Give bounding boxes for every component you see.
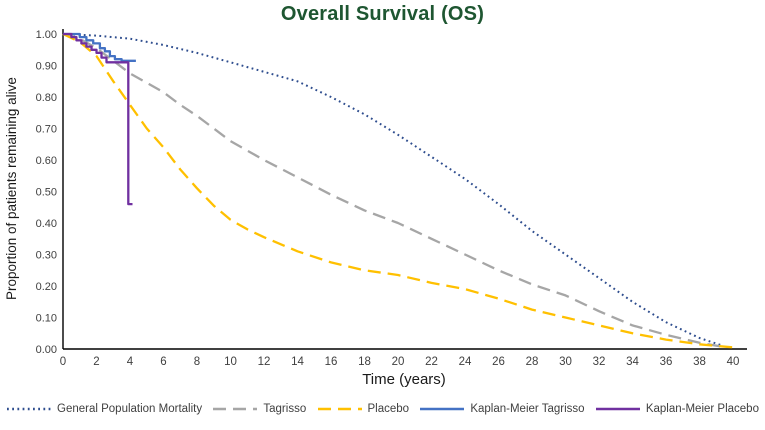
series-tagrisso [62,32,722,348]
series-kaplan-meier-placebo [63,32,133,206]
x-tick-label: 36 [660,356,673,368]
x-tick-label: 6 [160,356,166,368]
x-tick-label: 14 [291,356,304,368]
x-tick-label: 18 [358,356,371,368]
x-tick-label: 38 [693,356,706,368]
x-tick-label: 28 [526,356,539,368]
x-tick-label: 20 [392,356,405,368]
x-tick-label: 24 [459,356,472,368]
chart-title: Overall Survival (OS) [280,3,485,25]
legend-marker-line [595,407,640,411]
y-tick-label: 1.00 [36,29,57,41]
legend-marker-line [7,407,51,411]
legend-label: Tagrisso [263,403,307,415]
y-tick-label: 0.70 [36,124,57,136]
x-tick-label: 8 [194,356,200,368]
legend-item-placebo: Placebo [317,403,410,415]
x-tick-label: 40 [727,356,740,368]
legend-label: General Population Mortality [57,403,203,415]
x-tick-label: 10 [224,356,237,368]
legend-marker-line [213,407,258,411]
x-tick-label: 4 [127,356,134,368]
x-tick-label: 26 [492,356,505,368]
legend-label: Placebo [367,403,410,415]
y-tick-label: 0.10 [36,313,57,325]
y-tick-label: 0.50 [36,187,57,199]
x-tick-label: 32 [593,356,606,368]
y-tick-label: 0.40 [36,218,57,230]
y-tick-label: 0.90 [36,61,57,73]
legend-item-tagrisso: Tagrisso [212,403,306,415]
x-tick-label: 16 [325,356,338,368]
y-tick-label: 0.30 [36,250,57,262]
series-kaplan-meier-tagrisso [63,32,136,62]
x-axis-title: Time (years) [362,371,446,388]
legend-item-kaplan-meier-tagrisso: Kaplan-Meier Tagrisso [419,403,585,415]
plot-area: 0.00 0.10 0.20 0.30 0.40 0.50 0.60 0.70 0.80 0.90… [36,29,747,368]
x-tick-label: 12 [258,356,271,368]
x-tick-label: 0 [60,356,66,368]
x-tick-label: 34 [626,356,639,368]
series-general-population-mortality [62,33,722,347]
legend-label: Kaplan-Meier Tagrisso [470,403,585,415]
legend-label: Kaplan-Meier Placebo [645,403,759,415]
x-tick-label: 22 [425,356,438,368]
legend-marker-line [317,407,362,411]
legend-item-kaplan-meier-placebo: Kaplan-Meier Placebo [595,403,759,415]
legend: General Population Mortality Tagrisso Plac… [0,403,765,415]
legend-item-general-population-mortality: General Population Mortality [6,403,202,415]
y-tick-label: 0.00 [36,344,57,356]
y-tick-label: 0.20 [36,281,57,293]
y-tick-label: 0.60 [36,155,57,167]
legend-marker-line [420,407,465,411]
x-tick-label: 30 [559,356,572,368]
series-placebo [62,32,734,349]
x-tick-label: 2 [93,356,99,368]
y-tick-label: 0.80 [36,92,57,104]
